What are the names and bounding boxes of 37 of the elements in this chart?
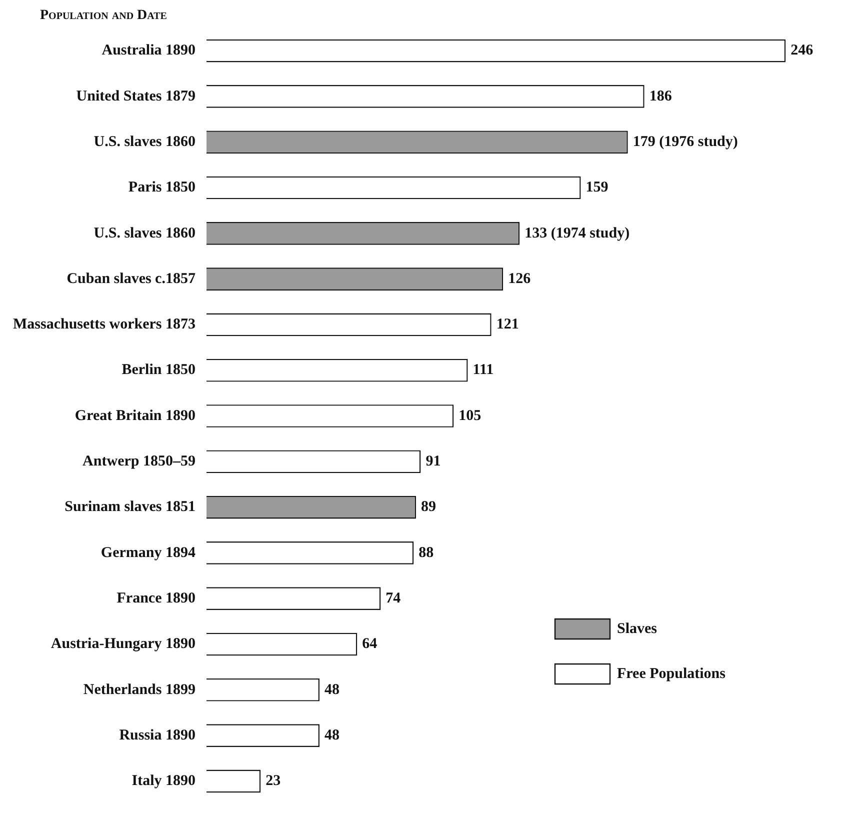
data-label: 74 (386, 590, 402, 606)
y-tick-label: Cuban slaves c.1857 (66, 270, 196, 287)
y-tick-label: U.S. slaves 1860 (94, 225, 196, 242)
legend-label: Slaves (617, 620, 658, 637)
data-label: 23 (266, 773, 281, 790)
data-label: 159 (586, 180, 608, 196)
y-tick-label: U.S. slaves 1860 (94, 134, 196, 150)
data-label: 105 (458, 408, 482, 424)
data-label: 88 (418, 544, 434, 561)
y-tick-label: Italy 1890 (132, 773, 196, 790)
data-label: 126 (508, 270, 532, 287)
y-axis-title: Population and Date (40, 8, 167, 24)
data-label: 133 (1974 study) (524, 225, 630, 242)
y-tick-label: Massachusetts workers 1873 (13, 316, 196, 333)
y-tick-label: Berlin 1850 (122, 362, 196, 378)
data-label: 89 (420, 499, 436, 516)
y-tick-label: Antwerp 1850–59 (82, 454, 196, 470)
data-label: 121 (496, 316, 519, 333)
text: Free Populations (617, 666, 726, 682)
y-tick-label: Russia 1890 (119, 727, 196, 744)
y-tick-label: Great Britain 1890 (74, 408, 196, 424)
data-label: 48 (324, 682, 340, 698)
y-tick-label: Netherlands 1899 (83, 682, 196, 698)
y-tick-label: Germany 1894 (100, 544, 196, 561)
y-tick-label: Paris 1850 (128, 180, 196, 196)
data-label: 64 (362, 636, 378, 652)
y-tick-label: Austria-Hungary 1890 (50, 636, 196, 652)
y-tick-label: France 1890 (116, 590, 196, 606)
y-tick-label: Australia 1890 (102, 42, 196, 59)
y-tick-label: Surinam slaves 1851 (64, 499, 196, 516)
data-label: 179 (1976 study) (632, 134, 738, 150)
data-label: 48 (324, 727, 340, 744)
data-label: 91 (426, 454, 441, 470)
data-label: 246 (790, 42, 814, 59)
data-label: 186 (649, 88, 672, 104)
y-tick-label: United States 1879 (76, 88, 196, 104)
data-label: 111 (472, 362, 494, 378)
